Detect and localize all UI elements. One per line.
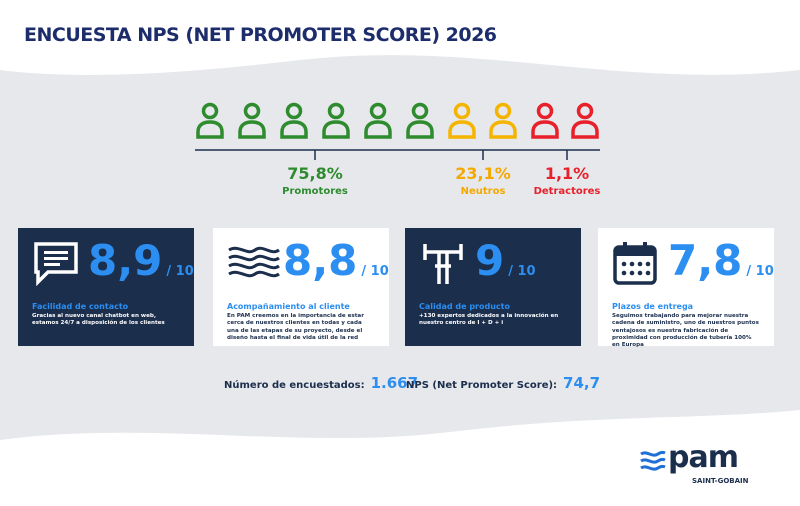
card-title: Calidad de producto [419,302,510,311]
summary-value: 74,7 [563,374,601,392]
segment: 23,1% Neutros [413,164,553,197]
card-text: En PAM creemos en la importancia de esta… [227,313,364,341]
card-text: Seguimos trabajando para mejorar nuestra… [612,313,759,349]
segment: 75,8% Promotores [245,164,385,197]
card-title: Acompañamiento al cliente [227,302,350,311]
card-text: +130 expertos dedicados a la innovación … [419,313,559,327]
summary-item: Número de encuestados: 1.667 [224,374,418,392]
logo-sub: SAINT-GOBAIN [692,477,749,485]
score-value: 8,8 [283,236,358,285]
summary-label: Número de encuestados: [224,380,365,391]
pipe-icon [423,244,463,284]
score-value: 7,8 [668,236,743,285]
calendar-icon [613,242,657,285]
card: 8,9/ 10 Facilidad de contacto Gracias al… [18,228,194,346]
segment-label: Detractores [533,186,601,197]
card-title: Plazos de entrega [612,302,694,311]
score-value: 8,9 [88,236,163,285]
score: 7,8/ 10 [668,236,774,285]
score-scale: / 10 [361,264,389,279]
score-scale: / 10 [746,264,774,279]
segment-label: Neutros [460,186,506,197]
card-text: Gracias al nuevo canal chatbot en web, e… [32,313,165,327]
score: 8,9/ 10 [88,236,194,285]
card: 8,8/ 10 Acompañamiento al cliente En PAM… [213,228,389,346]
summary-item: NPS (Net Promoter Score): 74,7 [406,374,600,392]
score: 8,8/ 10 [283,236,389,285]
segment-label: Promotores [282,186,348,197]
segment-value: 75,8% [287,164,343,183]
logo-waves [640,450,666,471]
segment: 1,1% Detractores [497,164,637,197]
score-scale: / 10 [166,264,194,279]
title: ENCUESTA NPS (NET PROMOTER SCORE) 2026 [24,24,497,46]
logo-name: pam [668,440,739,475]
summary-label: NPS (Net Promoter Score): [406,380,558,391]
score-value: 9 [475,236,505,285]
card: 9/ 10 Calidad de producto +130 expertos … [405,228,581,346]
waves-icon [228,246,280,278]
card-title: Facilidad de contacto [32,302,129,311]
chat-icon [34,242,78,286]
card: 7,8/ 10 Plazos de entrega Seguimos traba… [598,228,774,349]
score: 9/ 10 [475,236,536,285]
segment-value: 23,1% [455,164,511,183]
segment-value: 1,1% [544,164,590,183]
score-scale: / 10 [508,264,536,279]
summary-value: 1.667 [370,374,419,392]
